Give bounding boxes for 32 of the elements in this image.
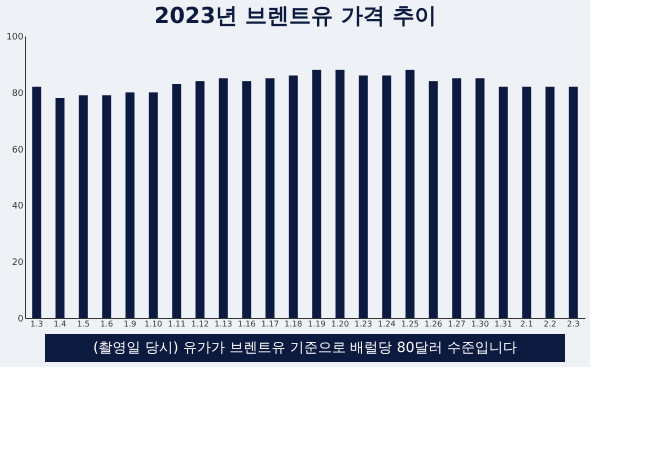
x-tick-label: 1.6	[100, 320, 114, 328]
text: (촬영일 당시) 유가가 브렌트유 기준으로 배럴당 80달러 수준입니다	[93, 340, 517, 356]
x-tick-label: 1.31	[494, 320, 512, 328]
y-tick-label: 100	[6, 32, 24, 42]
x-tick-label: 2.3	[566, 320, 580, 328]
y-tick-label: 20	[12, 258, 24, 268]
x-tick-label: 1.30	[471, 320, 489, 328]
x-tick-label: 1.17	[261, 320, 279, 328]
x-tick-label: 1.26	[424, 320, 442, 328]
x-tick-label: 1.16	[238, 320, 256, 328]
x-tick-label: 1.4	[54, 320, 66, 328]
y-tick-label: 80	[12, 88, 24, 99]
x-tick-label: 1.11	[168, 320, 186, 328]
x-tick-label: 1.25	[401, 320, 419, 328]
x-tick-label: 1.10	[144, 320, 162, 328]
x-tick-label: 2.2	[544, 320, 556, 328]
x-tick-label: 1.5	[76, 320, 90, 328]
x-tick-label: 1.9	[124, 320, 136, 328]
x-tick-label: 1.3	[30, 320, 44, 328]
x-tick-label: 1.19	[308, 320, 326, 328]
x-tick-label: 1.18	[284, 320, 302, 328]
y-tick-label: 0	[18, 314, 24, 324]
x-tick-label: 1.24	[378, 320, 396, 328]
x-tick-label: 1.27	[448, 320, 466, 328]
x-tick-label: 1.13	[214, 320, 232, 328]
chart-title: 2023년 브렌트유 가격 추이	[154, 4, 437, 29]
y-tick-label: 40	[12, 202, 24, 212]
y-tick-label: 60	[12, 145, 24, 156]
x-tick-label: 1.20	[331, 320, 349, 328]
x-tick-label: 2.1	[520, 320, 534, 328]
x-tick-label: 1.23	[354, 320, 372, 328]
x-tick-label: 1.12	[191, 320, 209, 328]
